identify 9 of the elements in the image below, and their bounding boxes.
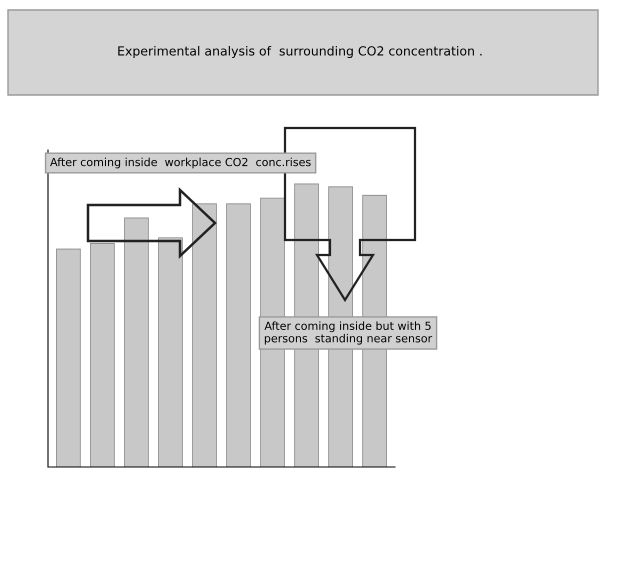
bar [158, 237, 183, 467]
annotation: After coming inside but with 5 persons standing near sensor [264, 321, 432, 345]
bar [124, 218, 149, 467]
chart-title: Experimental analysis of surrounding CO2 concentration . [118, 46, 482, 58]
bar [226, 203, 251, 467]
text: After coming inside workplace CO2 conc.rises [50, 158, 311, 168]
bar [192, 203, 217, 467]
bar [90, 242, 115, 467]
bar [56, 248, 81, 467]
